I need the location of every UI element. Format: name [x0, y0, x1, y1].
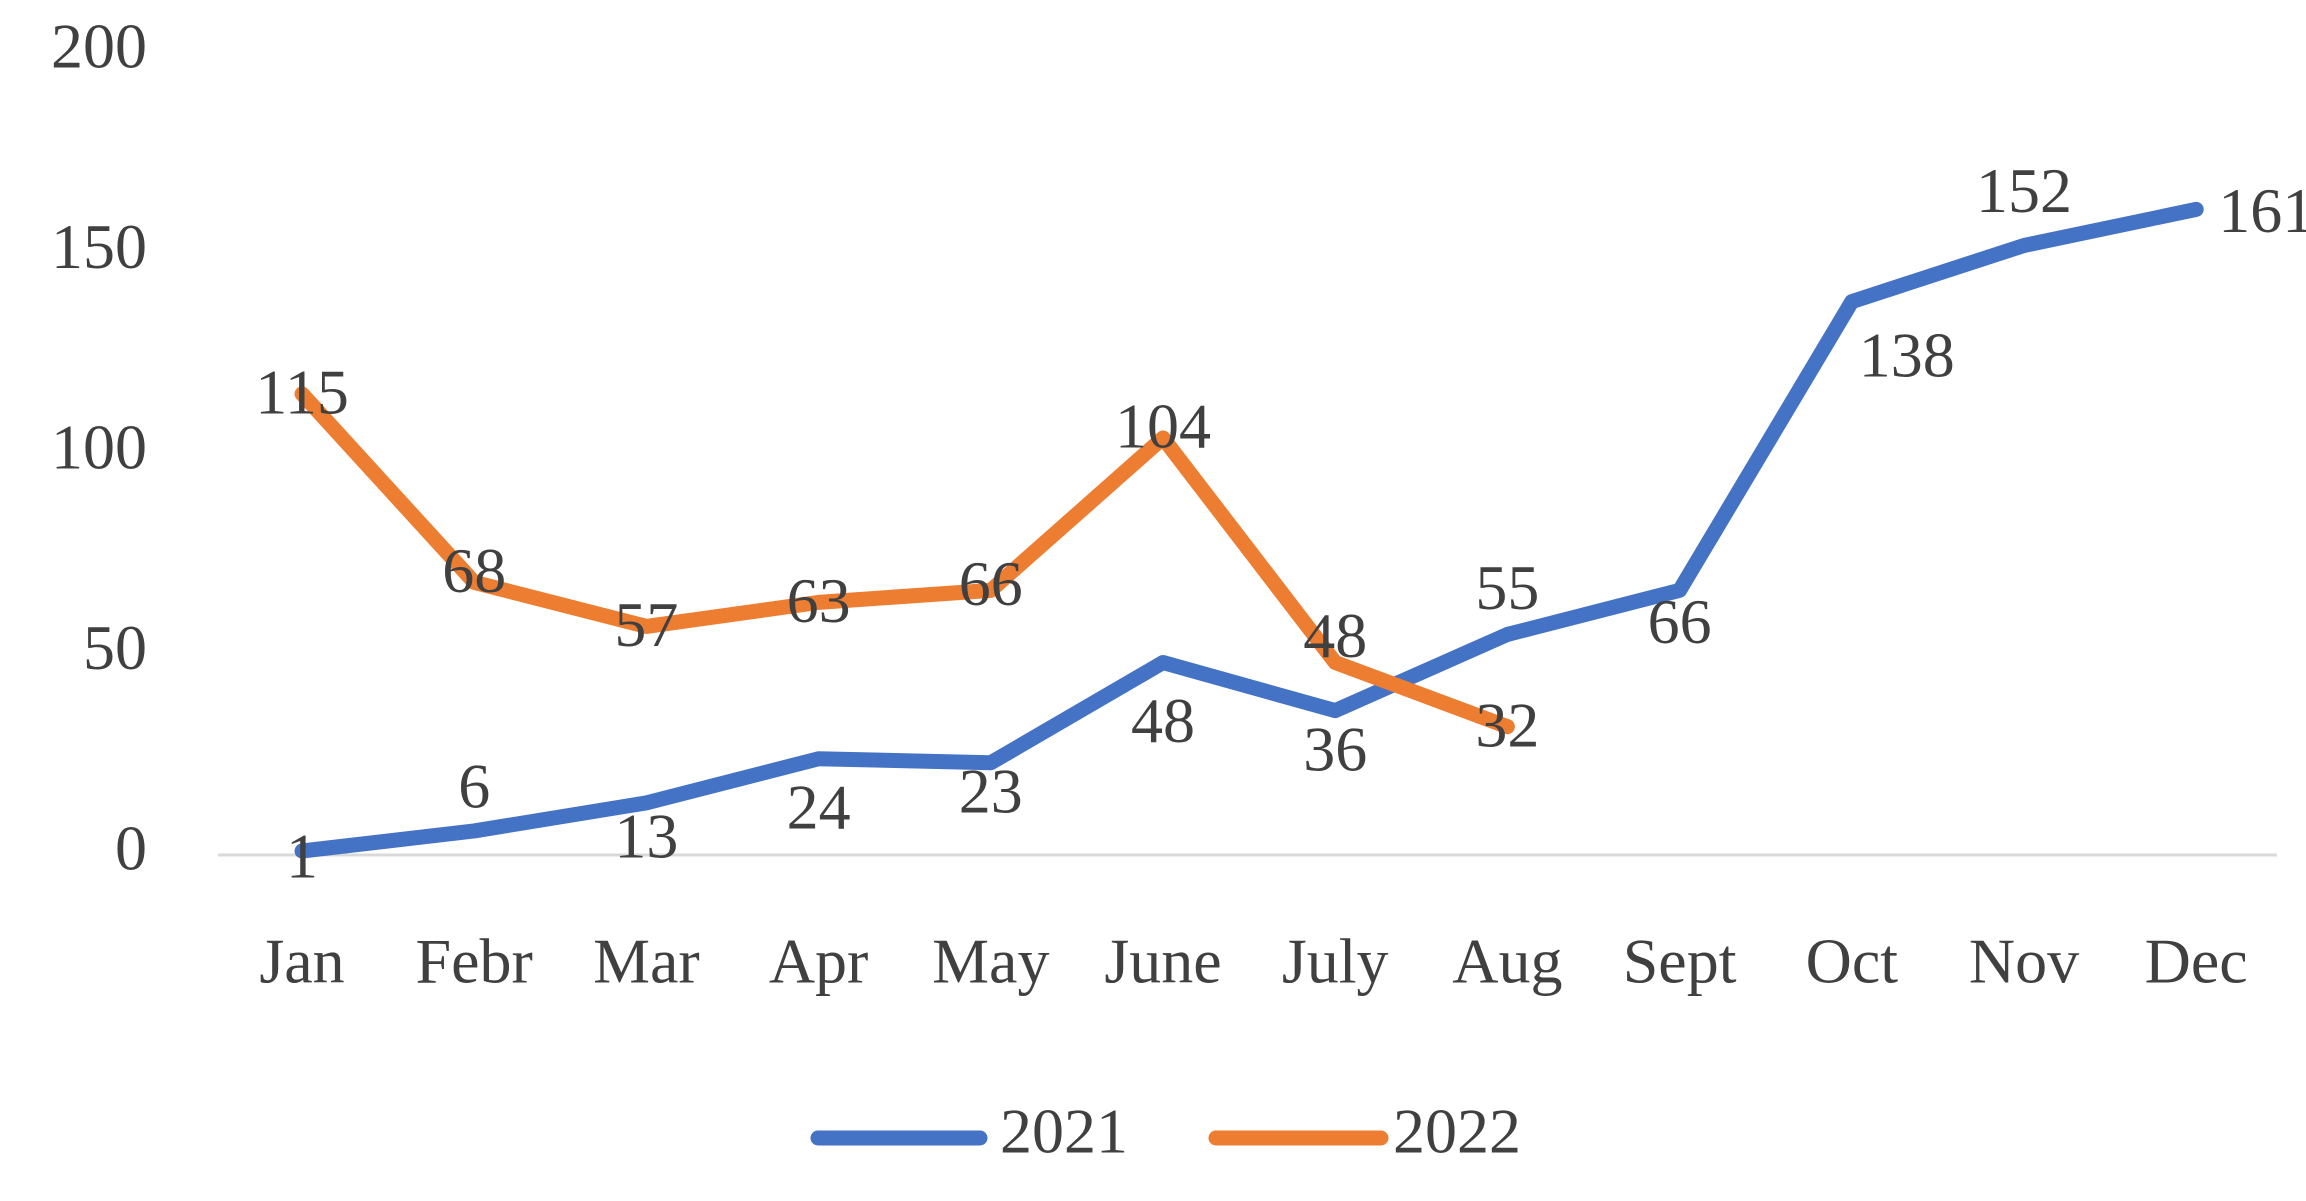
- data-label: 152: [1976, 155, 2072, 226]
- y-tick-label: 200: [51, 11, 147, 82]
- data-label: 68: [442, 535, 506, 606]
- x-tick-label: Nov: [1969, 926, 2079, 997]
- data-label: 23: [959, 755, 1023, 826]
- x-tick-label: Sept: [1623, 926, 1737, 997]
- x-tick-label: July: [1282, 926, 1389, 997]
- y-tick-label: 0: [115, 813, 147, 884]
- data-label: 36: [1303, 713, 1367, 784]
- x-tick-label: June: [1104, 926, 1221, 997]
- series-line: [294, 201, 2204, 859]
- series-line: [294, 386, 1515, 735]
- data-label: 6: [458, 751, 490, 822]
- data-label: 66: [959, 548, 1023, 619]
- data-label: 32: [1475, 689, 1539, 760]
- data-label: 63: [787, 565, 851, 636]
- y-tick-label: 150: [51, 211, 147, 282]
- data-label: 13: [614, 801, 678, 872]
- data-label: 57: [614, 589, 678, 660]
- x-tick-label: Jan: [259, 926, 344, 997]
- x-tick-label: Dec: [2145, 926, 2248, 997]
- x-tick-label: Aug: [1452, 926, 1562, 997]
- x-tick-label: Apr: [769, 926, 869, 997]
- legend-label: 2022: [1393, 1096, 1521, 1167]
- x-tick-label: Febr: [416, 926, 533, 997]
- data-label: 138: [1859, 319, 1955, 390]
- data-label: 66: [1648, 586, 1712, 657]
- data-label: 48: [1131, 685, 1195, 756]
- data-label: 48: [1303, 600, 1367, 671]
- data-label: 161: [2218, 175, 2306, 246]
- y-tick-label: 100: [51, 412, 147, 483]
- data-label: 115: [255, 357, 349, 428]
- legend-label: 2021: [1000, 1096, 1128, 1167]
- y-tick-label: 50: [83, 612, 147, 683]
- x-tick-label: May: [932, 926, 1049, 997]
- data-label: 104: [1115, 391, 1211, 462]
- data-label: 24: [787, 771, 851, 842]
- x-tick-label: Oct: [1806, 926, 1899, 997]
- data-label: 1: [286, 821, 318, 892]
- data-label: 55: [1475, 552, 1539, 623]
- x-tick-label: Mar: [593, 926, 700, 997]
